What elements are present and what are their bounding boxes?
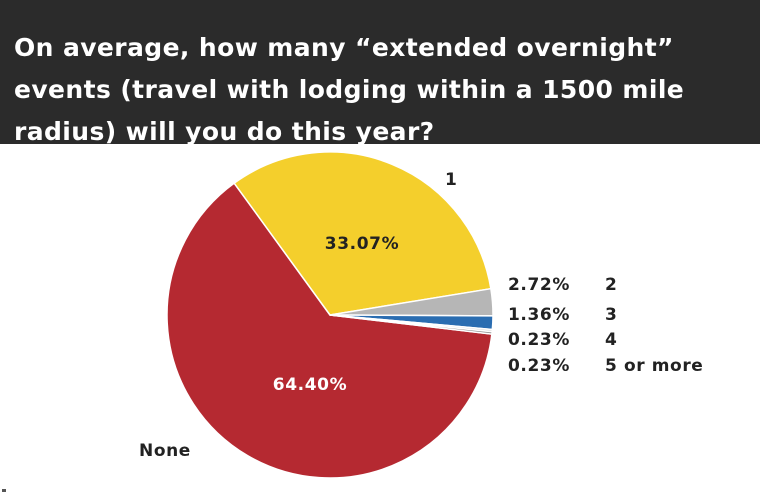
category-label-2: 2 bbox=[605, 275, 617, 295]
pie-slice-1 bbox=[233, 151, 492, 316]
data-label-1: 33.07% bbox=[325, 234, 399, 254]
chart-title: On average, how many “extended overnight… bbox=[14, 33, 685, 146]
category-label-1: 1 bbox=[445, 170, 457, 190]
pie-slice-none bbox=[166, 182, 493, 479]
pie-slice-5-or-more bbox=[329, 314, 493, 335]
data-label-4: 0.23% bbox=[508, 330, 570, 350]
corner-mark bbox=[2, 489, 6, 492]
data-label-5-or-more: 0.23% bbox=[508, 356, 570, 376]
data-label-2: 2.72% bbox=[508, 275, 570, 295]
data-label-3: 1.36% bbox=[508, 305, 570, 325]
category-label-3: 3 bbox=[605, 305, 617, 325]
title-bar: On average, how many “extended overnight… bbox=[0, 0, 760, 146]
category-label-4: 4 bbox=[605, 330, 617, 350]
category-label-5-or-more: 5 or more bbox=[605, 356, 703, 376]
data-label-none: 64.40% bbox=[273, 375, 347, 395]
category-label-none: None bbox=[139, 441, 191, 461]
